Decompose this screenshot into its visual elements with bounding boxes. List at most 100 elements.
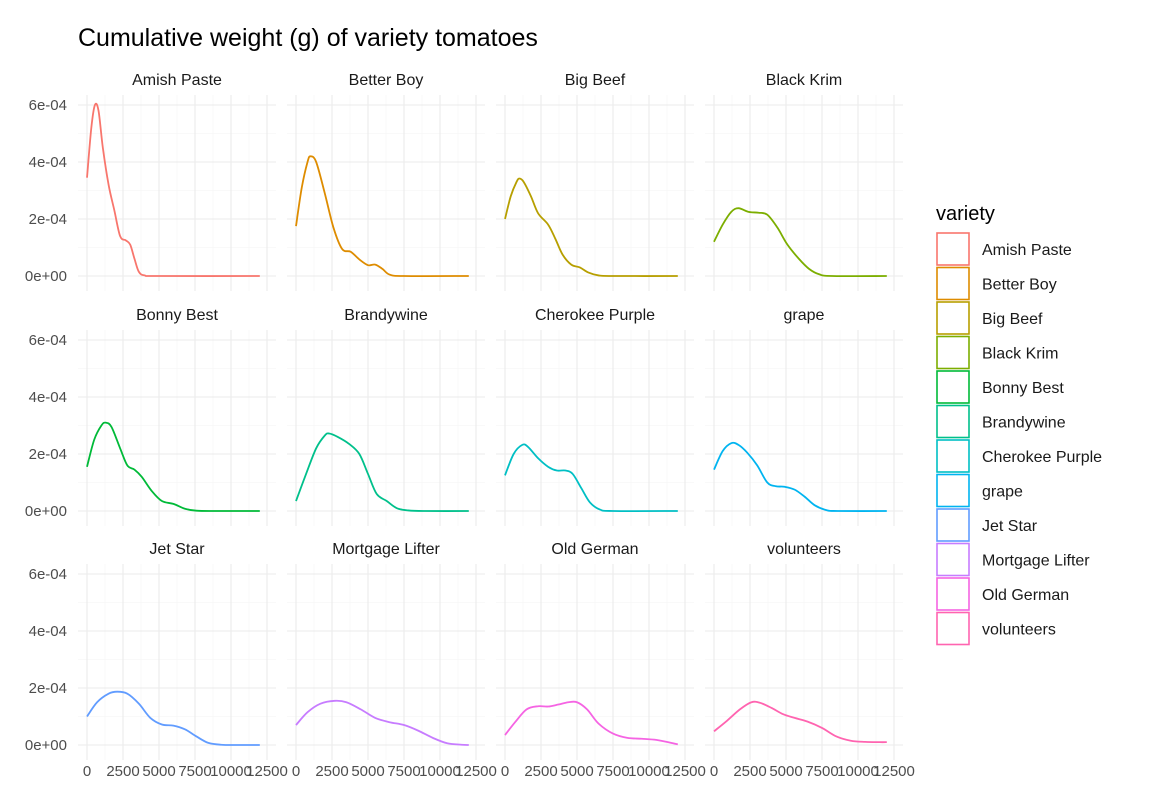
x-tick-label: 5000 (142, 763, 175, 780)
legend-label-black-krim: Black Krim (982, 346, 1058, 363)
panel-mortgage-lifter: Mortgage Lifter (287, 541, 485, 760)
legend-key-amish-paste (936, 232, 970, 266)
legend-label-volunteers: volunteers (982, 622, 1056, 639)
y-tick-label: 4e-04 (29, 154, 67, 171)
density-line-amish-paste (86, 102, 260, 277)
x-tick-label: 10000 (210, 763, 252, 780)
legend-item-jet-star: Jet Star (936, 508, 1038, 542)
legend-key-mortgage-lifter (936, 542, 970, 577)
legend-item-black-krim: Black Krim (936, 335, 1058, 370)
legend-label-cherokee-purple: Cherokee Purple (982, 449, 1102, 466)
y-axis-ticks: 0e+00 2e-04 4e-04 6e-04 0e+00 2e-04 4e-04 6e-04… (25, 97, 67, 754)
strip-label-cherokee-purple: Cherokee Purple (535, 307, 655, 324)
legend-label-brandywine: Brandywine (982, 415, 1066, 432)
strip-label-jet-star: Jet Star (149, 541, 205, 558)
strip-label-amish-paste: Amish Paste (132, 72, 222, 89)
legend-key-black-krim (936, 335, 970, 370)
legend: variety Amish Paste Better Boy Big Beef Bla… (936, 203, 1102, 646)
density-line-mortgage-lifter (295, 699, 469, 746)
legend-item-amish-paste: Amish Paste (936, 232, 1072, 266)
density-line-cherokee-purple (504, 443, 678, 513)
strip-label-old-german: Old German (551, 541, 638, 558)
legend-label-bonny-best: Bonny Best (982, 380, 1064, 397)
density-line-grape (713, 441, 887, 512)
x-tick-label: 0 (710, 763, 718, 780)
panel-better-boy: Better Boy (287, 72, 485, 291)
strip-label-brandywine: Brandywine (344, 307, 428, 324)
y-tick-label: 4e-04 (29, 623, 67, 640)
legend-label-jet-star: Jet Star (982, 518, 1038, 535)
y-tick-label: 2e-04 (29, 211, 67, 228)
legend-key-jet-star (936, 508, 970, 542)
x-tick-label: 12500 (664, 763, 706, 780)
y-tick-label: 2e-04 (29, 680, 67, 697)
density-line-brandywine (295, 432, 469, 512)
chart-title: Cumulative weight (g) of variety tomatoe… (78, 24, 538, 52)
x-tick-label: 5000 (351, 763, 384, 780)
y-tick-label: 0e+00 (25, 268, 67, 285)
panel-grape: grape (705, 307, 903, 526)
y-tick-label: 6e-04 (29, 566, 67, 583)
legend-item-old-german: Old German (936, 577, 1069, 611)
panel-old-german: Old German (496, 541, 694, 760)
density-line-better-boy (295, 155, 469, 278)
x-tick-label: 0 (83, 763, 91, 780)
y-tick-label: 4e-04 (29, 389, 67, 406)
legend-label-amish-paste: Amish Paste (982, 242, 1072, 259)
panel-cherokee-purple: Cherokee Purple (496, 307, 694, 526)
x-tick-label: 5000 (769, 763, 802, 780)
legend-item-big-beef: Big Beef (936, 301, 1043, 335)
x-tick-label: 7500 (387, 763, 420, 780)
legend-item-bonny-best: Bonny Best (936, 370, 1064, 404)
legend-item-cherokee-purple: Cherokee Purple (936, 439, 1102, 473)
x-tick-label: 5000 (560, 763, 593, 780)
legend-item-mortgage-lifter: Mortgage Lifter (936, 542, 1090, 577)
legend-key-old-german (936, 577, 970, 611)
x-tick-label: 10000 (419, 763, 461, 780)
strip-label-bonny-best: Bonny Best (136, 307, 218, 324)
density-line-volunteers (713, 700, 887, 744)
legend-key-cherokee-purple (936, 439, 970, 473)
legend-key-better-boy (936, 266, 970, 301)
x-tick-label: 12500 (246, 763, 288, 780)
density-line-big-beef (504, 177, 678, 277)
legend-item-grape: grape (936, 473, 1023, 508)
legend-label-old-german: Old German (982, 587, 1069, 604)
y-tick-label: 2e-04 (29, 446, 67, 463)
x-tick-label: 10000 (628, 763, 670, 780)
x-tick-label: 2500 (106, 763, 139, 780)
x-tick-label: 10000 (837, 763, 879, 780)
strip-label-mortgage-lifter: Mortgage Lifter (332, 541, 440, 558)
legend-key-brandywine (936, 404, 970, 439)
legend-key-volunteers (936, 611, 970, 646)
strip-label-big-beef: Big Beef (565, 72, 626, 89)
x-tick-label: 2500 (524, 763, 557, 780)
legend-key-big-beef (936, 301, 970, 335)
facet-panels: Amish Paste Better Boy Big Beef Black Krim B… (78, 72, 903, 760)
density-line-old-german (504, 700, 679, 746)
panel-amish-paste: Amish Paste (78, 72, 276, 291)
panel-jet-star: Jet Star (78, 541, 276, 760)
legend-item-brandywine: Brandywine (936, 404, 1066, 439)
panel-brandywine: Brandywine (287, 307, 485, 526)
x-tick-label: 12500 (455, 763, 497, 780)
legend-item-volunteers: volunteers (936, 611, 1056, 646)
strip-label-better-boy: Better Boy (349, 72, 424, 89)
legend-label-mortgage-lifter: Mortgage Lifter (982, 553, 1090, 570)
legend-label-grape: grape (982, 484, 1023, 501)
x-tick-label: 7500 (178, 763, 211, 780)
legend-label-big-beef: Big Beef (982, 311, 1043, 328)
legend-items: Amish Paste Better Boy Big Beef Black Krim B… (936, 232, 1102, 646)
y-tick-label: 6e-04 (29, 332, 67, 349)
panel-volunteers: volunteers (705, 541, 903, 760)
x-tick-label: 2500 (315, 763, 348, 780)
density-line-black-krim (713, 207, 887, 278)
x-tick-label: 0 (501, 763, 509, 780)
legend-title: variety (936, 203, 995, 225)
density-line-bonny-best (86, 421, 260, 512)
panel-black-krim: Black Krim (705, 72, 903, 291)
y-tick-label: 0e+00 (25, 737, 67, 754)
panel-big-beef: Big Beef (496, 72, 694, 291)
